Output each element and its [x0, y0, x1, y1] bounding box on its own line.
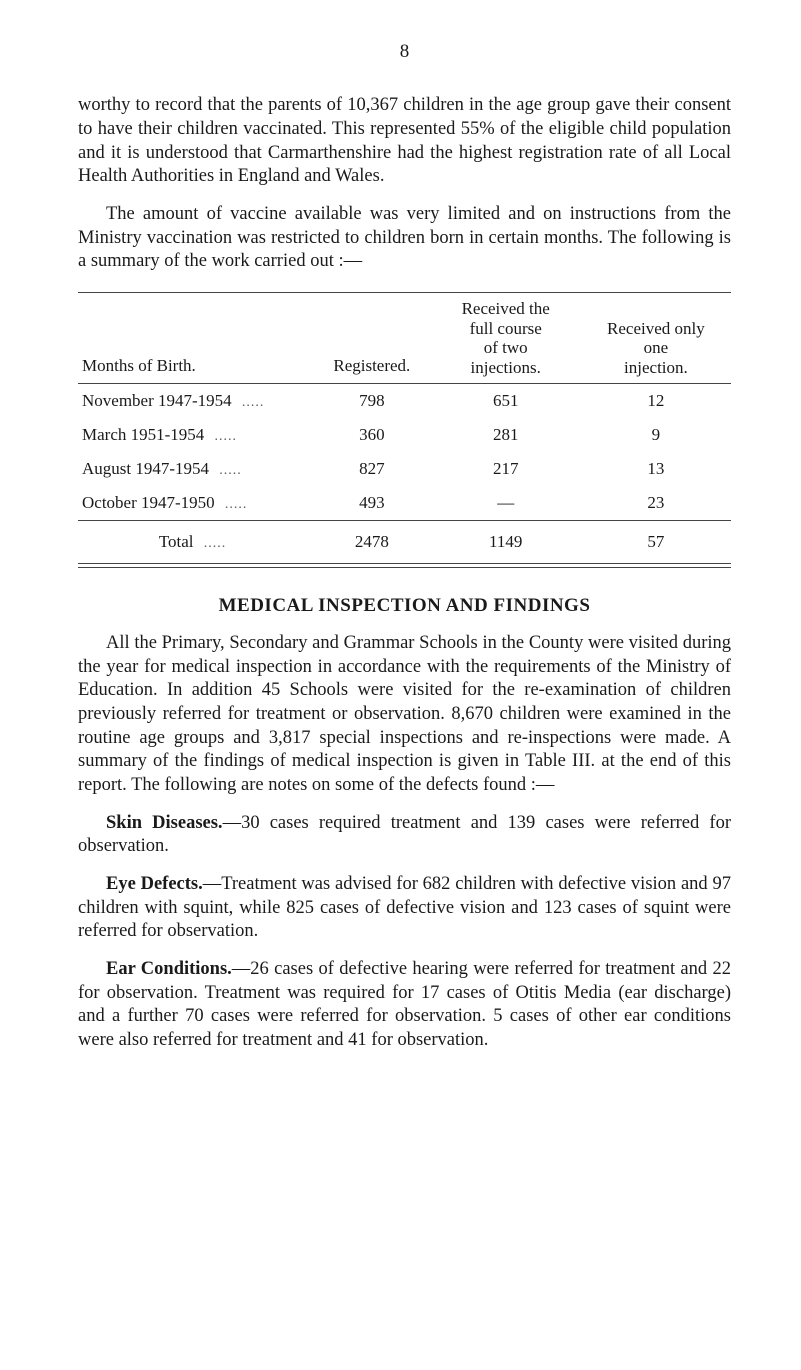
table-row: March 1951-1954 ..... 360 281 9 — [78, 418, 731, 452]
paragraph-2: The amount of vaccine available was very… — [78, 203, 731, 274]
table-row: November 1947-1954 ..... 798 651 12 — [78, 384, 731, 418]
cell-registered: 360 — [313, 418, 431, 452]
eye-label: Eye Defects. — [106, 874, 203, 894]
cell-registered: 798 — [313, 384, 431, 418]
th-one-injection: Received only one injection. — [581, 293, 731, 383]
table-body: November 1947-1954 ..... 798 651 12 Marc… — [78, 384, 731, 520]
table-row: August 1947-1954 ..... 827 217 13 — [78, 452, 731, 486]
leader-dots: ..... — [236, 395, 271, 410]
cell-text: Total — [159, 532, 194, 551]
ear-label: Ear Conditions. — [106, 959, 232, 979]
th-one-l2: one — [644, 338, 669, 357]
cell-month: August 1947-1954 ..... — [78, 452, 313, 486]
paragraph-eye: Eye Defects.—Treatment was advised for 6… — [78, 873, 731, 944]
cell-registered: 493 — [313, 486, 431, 520]
page: 8 worthy to record that the parents of 1… — [0, 0, 801, 1370]
cell-one: 9 — [581, 418, 731, 452]
leader-dots: ..... — [209, 429, 244, 444]
cell-total-full: 1149 — [431, 521, 581, 563]
cell-full: 651 — [431, 384, 581, 418]
leader-dots: ..... — [213, 463, 248, 478]
page-number: 8 — [78, 40, 731, 64]
th-one-l1: Received only — [607, 319, 705, 338]
paragraph-3: All the Primary, Secondary and Grammar S… — [78, 632, 731, 798]
cell-month: November 1947-1954 ..... — [78, 384, 313, 418]
cell-total-registered: 2478 — [313, 521, 431, 563]
th-months: Months of Birth. — [78, 293, 313, 383]
leader-dots: ..... — [198, 536, 233, 551]
cell-one: 23 — [581, 486, 731, 520]
leader-dots: ..... — [219, 497, 254, 512]
cell-text: August 1947-1954 — [82, 459, 209, 478]
cell-text: March 1951-1954 — [82, 425, 204, 444]
cell-month: October 1947-1950 ..... — [78, 486, 313, 520]
th-full-course-l1: Received the — [462, 299, 550, 318]
cell-one: 12 — [581, 384, 731, 418]
cell-full: 281 — [431, 418, 581, 452]
table-total: Total ..... 2478 1149 57 — [78, 521, 731, 563]
cell-full: — — [431, 486, 581, 520]
th-full-course-l2: full course — [470, 319, 542, 338]
paragraph-skin: Skin Diseases.—30 cases required treatme… — [78, 812, 731, 859]
table-total-row: Total ..... 2478 1149 57 — [78, 521, 731, 563]
cell-total-one: 57 — [581, 521, 731, 563]
paragraph-1: worthy to record that the parents of 10,… — [78, 94, 731, 189]
cell-registered: 827 — [313, 452, 431, 486]
cell-one: 13 — [581, 452, 731, 486]
th-one-l3: injection. — [624, 358, 688, 377]
th-full-course-l4: injections. — [471, 358, 541, 377]
table-rule-bottom-2 — [78, 567, 731, 568]
th-full-course: Received the full course of two injectio… — [431, 293, 581, 383]
cell-month: March 1951-1954 ..... — [78, 418, 313, 452]
table: Months of Birth. Registered. Received th… — [78, 293, 731, 383]
paragraph-ear: Ear Conditions.—26 cases of defective he… — [78, 958, 731, 1053]
skin-label: Skin Diseases. — [106, 813, 223, 833]
vaccination-table: Months of Birth. Registered. Received th… — [78, 292, 731, 568]
cell-full: 217 — [431, 452, 581, 486]
cell-text: October 1947-1950 — [82, 493, 215, 512]
table-row: October 1947-1950 ..... 493 — 23 — [78, 486, 731, 520]
section-title: MEDICAL INSPECTION AND FINDINGS — [78, 594, 731, 618]
th-registered: Registered. — [313, 293, 431, 383]
cell-total-label: Total ..... — [78, 521, 313, 563]
table-header-row: Months of Birth. Registered. Received th… — [78, 293, 731, 383]
th-full-course-l3: of two — [484, 338, 528, 357]
cell-text: November 1947-1954 — [82, 391, 232, 410]
table-rule-bottom-1 — [78, 563, 731, 564]
